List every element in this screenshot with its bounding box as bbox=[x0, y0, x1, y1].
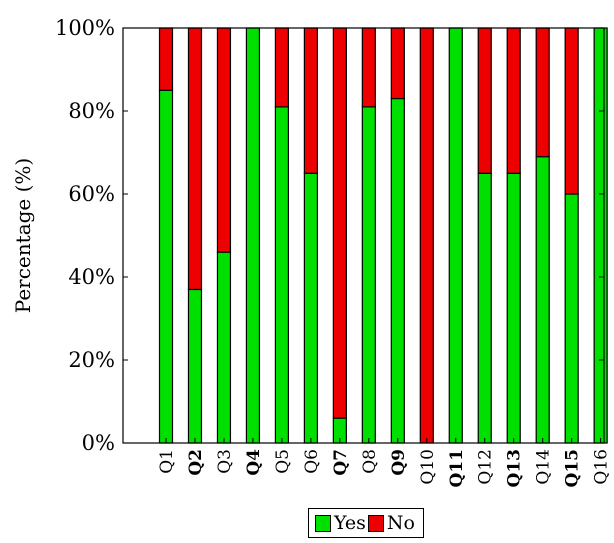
x-tick-label-q11: Q11 bbox=[447, 449, 467, 487]
x-tick-label-q12: Q12 bbox=[476, 449, 496, 485]
x-tick-label-q15: Q15 bbox=[563, 449, 583, 487]
bar-no-q8 bbox=[361, 27, 376, 108]
chart-legend: Yes No bbox=[308, 508, 424, 538]
x-tick-label-q3: Q3 bbox=[215, 449, 235, 474]
legend-label-yes: Yes bbox=[334, 512, 366, 534]
y-tick-label-2: 40% bbox=[68, 265, 115, 289]
bar-no-q5 bbox=[274, 27, 290, 108]
bar-yes-q11 bbox=[448, 27, 463, 444]
bar-yes-q3 bbox=[216, 251, 232, 444]
bar-yes-q5 bbox=[274, 106, 290, 444]
x-tick-label-q5: Q5 bbox=[273, 449, 293, 474]
y-tick-label-1: 20% bbox=[68, 348, 115, 372]
bar-yes-q12 bbox=[477, 172, 492, 444]
x-tick-label-q8: Q8 bbox=[360, 449, 380, 474]
bar-yes-q9 bbox=[390, 97, 405, 444]
axes-layer bbox=[122, 27, 605, 444]
bar-no-q13 bbox=[506, 27, 521, 174]
bar-yes-q4 bbox=[245, 27, 261, 444]
bar-no-q15 bbox=[564, 27, 579, 195]
y-tick-label-0: 0% bbox=[82, 431, 115, 455]
bar-no-q7 bbox=[332, 27, 347, 419]
bar-yes-q1 bbox=[158, 89, 174, 444]
legend-item-yes: Yes bbox=[315, 512, 366, 534]
legend-label-no: No bbox=[386, 512, 415, 534]
y-tick-label-5: 100% bbox=[55, 16, 115, 40]
bars-layer bbox=[158, 27, 608, 444]
bar-no-q14 bbox=[535, 27, 550, 158]
x-tick-label-q14: Q14 bbox=[534, 449, 554, 485]
bar-no-q1 bbox=[158, 27, 174, 91]
x-tick-label-q16: Q16 bbox=[592, 449, 612, 485]
x-tick-label-q13: Q13 bbox=[505, 449, 525, 487]
y-tick-label-3: 60% bbox=[68, 182, 115, 206]
legend-item-no: No bbox=[367, 512, 415, 534]
bar-yes-q2 bbox=[187, 288, 203, 444]
x-tick-label-q7: Q7 bbox=[331, 449, 351, 476]
bar-no-q10 bbox=[419, 27, 434, 444]
bar-no-q3 bbox=[216, 27, 232, 253]
y-axis-label: Percentage (%) bbox=[11, 158, 35, 313]
x-tick-label-q4: Q4 bbox=[244, 449, 264, 476]
x-tick-label-q9: Q9 bbox=[389, 449, 409, 476]
bar-no-q2 bbox=[187, 27, 203, 291]
x-tick-label-q1: Q1 bbox=[157, 449, 177, 474]
y-tick-label-4: 80% bbox=[68, 99, 115, 123]
bar-yes-q16 bbox=[593, 27, 608, 444]
legend-swatch-no bbox=[367, 514, 384, 532]
legend-swatch-yes bbox=[315, 514, 331, 532]
bar-no-q12 bbox=[477, 27, 492, 174]
bar-yes-q15 bbox=[564, 193, 579, 444]
bar-yes-q6 bbox=[303, 172, 318, 444]
bar-yes-q8 bbox=[361, 106, 376, 444]
x-tick-label-q2: Q2 bbox=[186, 449, 206, 476]
bar-yes-q13 bbox=[506, 172, 521, 444]
labels-layer: Q1 Q2 Q3 Q4 Q5 Q6 Q7 Q8 Q9 Q10 Q11 Q12 Q13 Q14 Q15 Q16 0… bbox=[11, 16, 612, 487]
x-tick-label-q10: Q10 bbox=[418, 449, 438, 485]
plot-frame bbox=[122, 27, 605, 444]
x-tick-label-q6: Q6 bbox=[302, 449, 322, 474]
bar-yes-q14 bbox=[535, 156, 550, 444]
bar-no-q9 bbox=[390, 27, 405, 100]
bar-no-q6 bbox=[303, 27, 318, 174]
